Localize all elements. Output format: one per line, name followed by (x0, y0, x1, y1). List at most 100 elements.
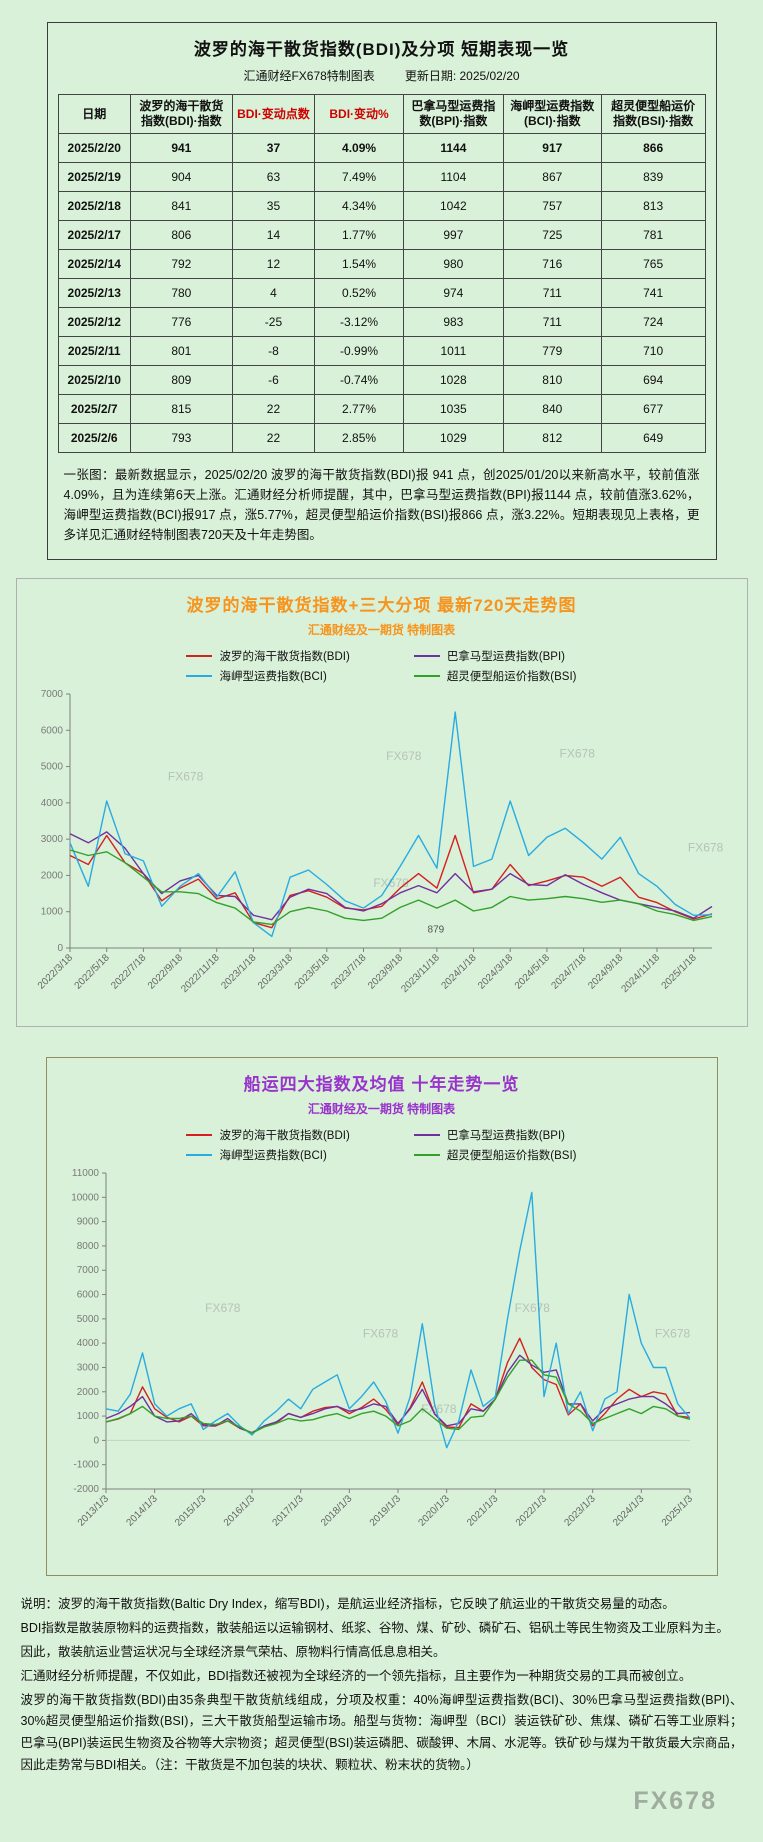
date-cell: 2025/2/13 (57, 278, 131, 308)
value-cell: 813 (600, 191, 706, 221)
legend-label: 波罗的海干散货指数(BDI) (219, 1130, 350, 1142)
page: { "page": { "background": "#d8f1d8" }, "… (0, 22, 763, 1842)
date-cell: 2025/2/19 (57, 162, 131, 192)
value-cell: 694 (600, 365, 706, 395)
legend-line-swatch (186, 655, 213, 657)
chart-watermark: FX678 (514, 1301, 550, 1315)
y-tick-label: 11000 (71, 1168, 99, 1179)
x-tick-label: 2023/11/18 (399, 952, 442, 995)
legend-line-swatch (186, 1134, 213, 1136)
legend-line-swatch (413, 1134, 440, 1136)
footer-line: BDI指数是散装原物料的运费指数，散装船运以运输钢材、纸浆、谷物、煤、矿砂、磷矿… (20, 1620, 729, 1635)
value-cell: 677 (600, 394, 706, 424)
value-cell: 815 (129, 394, 233, 424)
legend-line-swatch (413, 655, 440, 657)
value-cell: 1.54% (314, 249, 404, 279)
x-tick-label: 2024/7/18 (549, 952, 589, 992)
x-tick-label: 2017/1/3 (270, 1493, 306, 1529)
x-tick-label: 2023/3/18 (255, 952, 295, 992)
chart-watermark: FX678 (362, 1326, 398, 1340)
value-cell: -25 (231, 307, 316, 337)
value-cell: 1035 (402, 394, 504, 424)
value-cell: 716 (502, 249, 602, 279)
value-cell: 724 (600, 307, 706, 337)
x-tick-label: 2024/3/18 (476, 952, 516, 992)
table-header-row: 日期 波罗的海干散货指数(BDI)·指数 BDI·变动点数 BDI·变动% 巴拿马型运费… (57, 94, 706, 134)
table-title: 波罗的海干散货指数(BDI)及分项 短期表现一览 (193, 40, 570, 59)
x-tick-label: 2022/1/3 (513, 1493, 549, 1529)
y-tick-label: 0 (57, 943, 63, 954)
value-cell: 7.49% (314, 162, 404, 192)
chart-watermark: FX678 (167, 769, 203, 783)
column-header: 海岬型运费指数(BCI)·指数 (502, 94, 602, 134)
legend-item: 波罗的海干散货指数(BDI) (186, 1127, 350, 1143)
x-tick-label: 2023/7/18 (329, 952, 369, 992)
value-cell: 35 (231, 191, 316, 221)
bdi-table-panel: 波罗的海干散货指数(BDI)及分项 短期表现一览 汇通财经FX678特制图表 更新… (46, 22, 717, 560)
legend-item: 巴拿马型运费指数(BPI) (413, 1127, 577, 1143)
x-tick-label: 2015/1/3 (173, 1493, 209, 1529)
legend-line-swatch (413, 675, 440, 677)
value-cell: 839 (600, 162, 706, 192)
value-cell: 765 (600, 249, 706, 279)
value-cell: 997 (402, 220, 504, 250)
legend-item: 海岬型运费指数(BCI) (186, 668, 349, 684)
table-subtitle: 汇通财经FX678特制图表 更新日期: 2025/02/20 (58, 67, 706, 84)
x-tick-label: 2013/1/3 (75, 1493, 111, 1529)
chart-10y-canvas: FX678 FX678 FX678 FX678 FX678 -2000 -1000 0 1000… (71, 1168, 695, 1529)
value-cell: 710 (600, 336, 706, 366)
y-tick-label: 8000 (76, 1241, 99, 1252)
x-tick-label: 2023/1/3 (562, 1493, 598, 1529)
table-row: 2025/2/10 809 -6 -0.74% 1028 810 694 (57, 365, 706, 395)
value-cell: 793 (129, 423, 233, 453)
value-cell: 711 (502, 278, 602, 308)
y-tick-label: 6000 (40, 725, 63, 736)
value-cell: 1042 (402, 191, 504, 221)
value-cell: 2.77% (314, 394, 404, 424)
footer-line: 说明：波罗的海干散货指数(Baltic Dry Index，缩写BDI)，是航运… (20, 1597, 675, 1611)
value-cell: 4 (231, 278, 316, 308)
value-cell: 1011 (402, 336, 504, 366)
value-cell: 792 (129, 249, 233, 279)
value-cell: 980 (402, 249, 504, 279)
chart-720d-legend: 波罗的海干散货指数(BDI) 巴拿马型运费指数(BPI) 海岬型运费指数(BCI) 超… (186, 648, 577, 684)
value-cell: 841 (129, 191, 233, 221)
legend-label: 海岬型运费指数(BCI) (219, 671, 327, 683)
series-line (68, 711, 712, 938)
y-tick-label: 3000 (76, 1362, 99, 1373)
chart-watermark: FX678 (373, 876, 409, 890)
value-cell: 983 (402, 307, 504, 337)
date-cell: 2025/2/12 (57, 307, 131, 337)
chart-watermark: FX678 (205, 1301, 241, 1315)
chart-720d-panel: 波罗的海干散货指数+三大分项 最新720天走势图 汇通财经及一期货 特制图表 波… (15, 578, 748, 1027)
chart-10y-panel: 船运四大指数及均值 十年走势一览 汇通财经及一期货 特制图表 波罗的海干散货指数… (45, 1057, 718, 1576)
value-cell: 12 (231, 249, 316, 279)
chart-720d-subtitle: 汇通财经及一期货 特制图表 (307, 623, 456, 637)
value-cell: 1144 (402, 133, 504, 163)
x-tick-label: 2025/1/18 (659, 952, 699, 992)
column-header: BDI·变动% (314, 94, 404, 134)
value-cell: 1029 (402, 423, 504, 453)
value-cell: 22 (231, 394, 316, 424)
x-tick-label: 2024/1/18 (439, 952, 479, 992)
value-cell: 917 (502, 133, 602, 163)
x-tick-label: 2023/1/18 (219, 952, 259, 992)
x-tick-label: 2024/5/18 (512, 952, 552, 992)
value-cell: 974 (402, 278, 504, 308)
legend-line-swatch (186, 1154, 213, 1156)
value-cell: 801 (129, 336, 233, 366)
y-tick-label: -1000 (73, 1460, 99, 1471)
date-cell: 2025/2/20 (57, 133, 131, 163)
table-row: 2025/2/12 776 -25 -3.12% 983 711 724 (57, 307, 706, 337)
y-tick-label: 2000 (76, 1387, 99, 1398)
x-tick-label: 2020/1/3 (416, 1493, 452, 1529)
value-cell: -8 (231, 336, 316, 366)
y-tick-label: 3000 (40, 834, 63, 845)
value-cell: 649 (600, 423, 706, 453)
value-cell: 781 (600, 220, 706, 250)
value-cell: 37 (231, 133, 316, 163)
chart-annotation: 879 (427, 924, 444, 935)
legend-line-swatch (186, 675, 213, 677)
y-tick-label: 5000 (76, 1314, 99, 1325)
value-cell: 941 (129, 133, 233, 163)
